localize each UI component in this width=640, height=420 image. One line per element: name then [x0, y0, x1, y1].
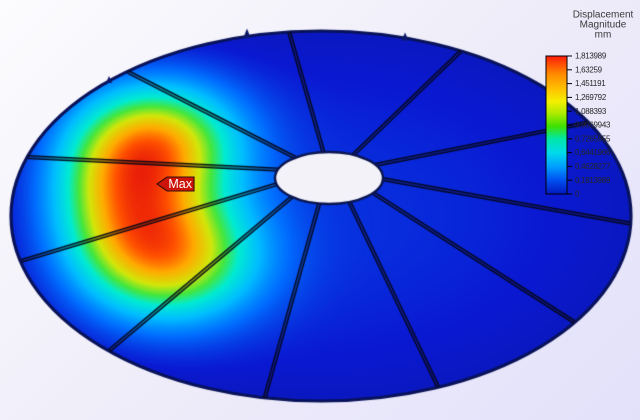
svg-text:0,6441966: 0,6441966: [575, 148, 611, 157]
svg-text:0,9069943: 0,9069943: [575, 121, 611, 130]
svg-text:1,63259: 1,63259: [575, 65, 603, 74]
svg-text:0,4628277: 0,4628277: [575, 162, 611, 171]
svg-text:0,7265955: 0,7265955: [575, 134, 611, 143]
svg-text:1,451191: 1,451191: [575, 79, 606, 88]
svg-text:1,088393: 1,088393: [575, 107, 607, 116]
svg-text:0: 0: [575, 190, 580, 199]
svg-text:Max: Max: [168, 177, 192, 191]
svg-text:1,269792: 1,269792: [575, 93, 607, 102]
svg-text:mm: mm: [595, 30, 612, 41]
svg-text:0,1813989: 0,1813989: [575, 176, 611, 185]
svg-text:1,813989: 1,813989: [575, 52, 607, 61]
